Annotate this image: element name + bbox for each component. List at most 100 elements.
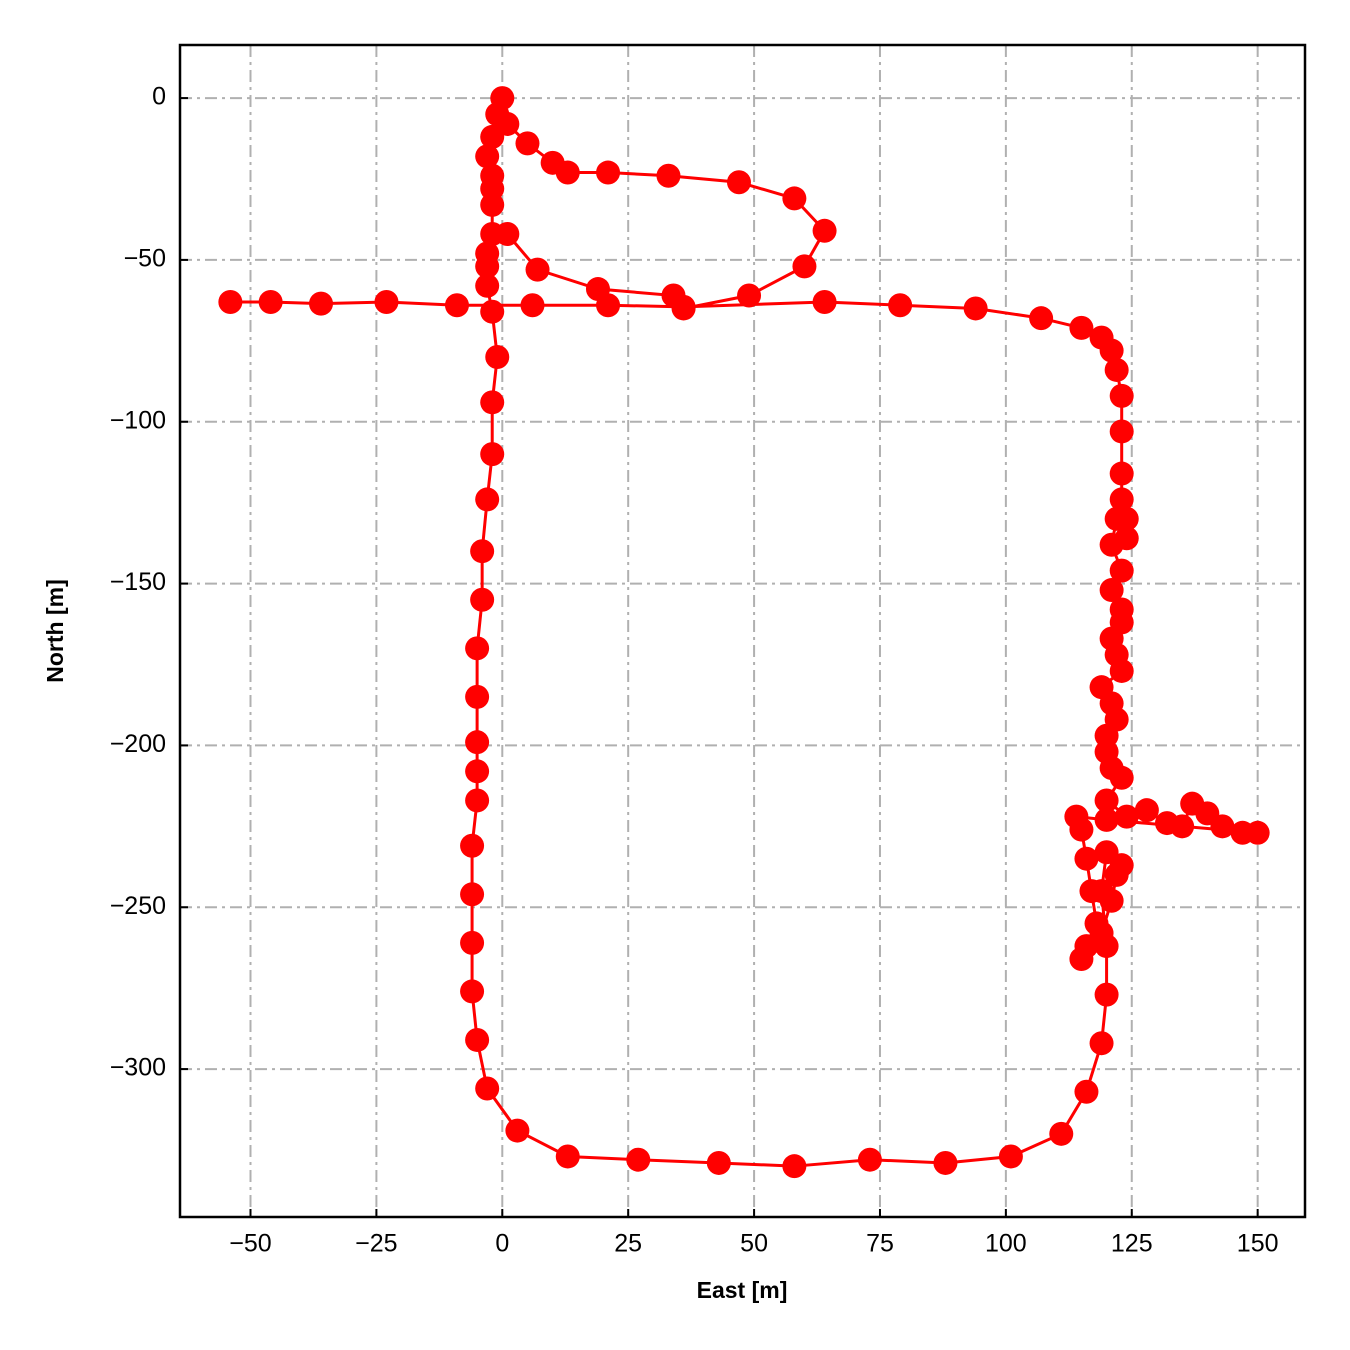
point (656, 163, 681, 188)
point (1089, 1031, 1114, 1056)
point (1069, 817, 1094, 842)
point (661, 283, 686, 308)
point (460, 979, 485, 1004)
point (465, 1027, 490, 1052)
point (857, 1147, 882, 1172)
point (792, 254, 817, 279)
point (505, 1118, 530, 1143)
point (520, 293, 545, 318)
point (1049, 1121, 1074, 1146)
point (782, 186, 807, 211)
x-tick-label: 75 (866, 1230, 894, 1258)
point (480, 163, 505, 188)
point (1210, 814, 1235, 839)
point (1109, 765, 1134, 790)
point (1094, 982, 1119, 1007)
point (1109, 487, 1134, 512)
point (782, 1154, 807, 1179)
point (726, 170, 751, 195)
point (1069, 947, 1094, 972)
point (309, 291, 334, 316)
y-tick-label: −150 (110, 568, 166, 596)
point (1094, 934, 1119, 959)
y-tick-label: −100 (110, 406, 166, 434)
point (470, 539, 495, 564)
x-tick-label: −25 (355, 1230, 397, 1258)
y-tick-label: −50 (124, 245, 166, 273)
point (737, 283, 762, 308)
x-tick-label: −50 (229, 1230, 271, 1258)
point (1109, 383, 1134, 408)
point (626, 1147, 651, 1172)
y-axis-label: North [m] (42, 579, 68, 682)
point (1104, 357, 1129, 382)
y-tick-label: −300 (110, 1054, 166, 1082)
point (998, 1144, 1023, 1169)
point (460, 882, 485, 907)
point (585, 277, 610, 302)
point (1094, 807, 1119, 832)
point (480, 442, 505, 467)
point (465, 684, 490, 709)
point (460, 833, 485, 858)
point (258, 289, 283, 314)
y-tick-label: 0 (152, 83, 166, 111)
point (465, 636, 490, 661)
y-tick-label: −200 (110, 730, 166, 758)
point (1094, 840, 1119, 865)
point (460, 930, 485, 955)
point (490, 86, 515, 111)
point (1134, 798, 1159, 823)
point (475, 1076, 500, 1101)
point (1099, 532, 1124, 557)
point (1245, 820, 1270, 845)
point (1109, 461, 1134, 486)
point (444, 293, 469, 318)
x-axis-label: East [m] (697, 1277, 788, 1303)
point (465, 788, 490, 813)
point (888, 293, 913, 318)
point (933, 1150, 958, 1175)
point (555, 1144, 580, 1169)
point (475, 487, 500, 512)
point (495, 222, 520, 247)
point (1029, 306, 1054, 331)
point (1074, 846, 1099, 871)
point (475, 144, 500, 169)
point (812, 289, 837, 314)
point (475, 273, 500, 298)
x-tick-label: 125 (1111, 1230, 1153, 1258)
point (963, 296, 988, 321)
point (596, 160, 621, 185)
point (218, 289, 243, 314)
point (465, 759, 490, 784)
point (1109, 658, 1134, 683)
point (495, 111, 520, 136)
point (1104, 506, 1129, 531)
point (525, 257, 550, 282)
point (480, 390, 505, 415)
point (555, 160, 580, 185)
point (475, 241, 500, 266)
point (374, 289, 399, 314)
point (812, 218, 837, 243)
point (1114, 804, 1139, 829)
x-tick-label: 0 (495, 1230, 509, 1258)
point (470, 587, 495, 612)
x-tick-label: 100 (985, 1230, 1027, 1258)
point (1089, 879, 1114, 904)
point (1099, 578, 1124, 603)
y-tick-label: −250 (110, 892, 166, 920)
point (1109, 558, 1134, 583)
point (1069, 315, 1094, 340)
x-tick-label: 50 (740, 1230, 768, 1258)
point (1099, 338, 1124, 363)
x-tick-label: 25 (614, 1230, 642, 1258)
point (465, 730, 490, 755)
x-tick-label: 150 (1237, 1230, 1279, 1258)
point (1074, 1079, 1099, 1104)
point (1094, 788, 1119, 813)
point (480, 299, 505, 324)
point (1109, 419, 1134, 444)
